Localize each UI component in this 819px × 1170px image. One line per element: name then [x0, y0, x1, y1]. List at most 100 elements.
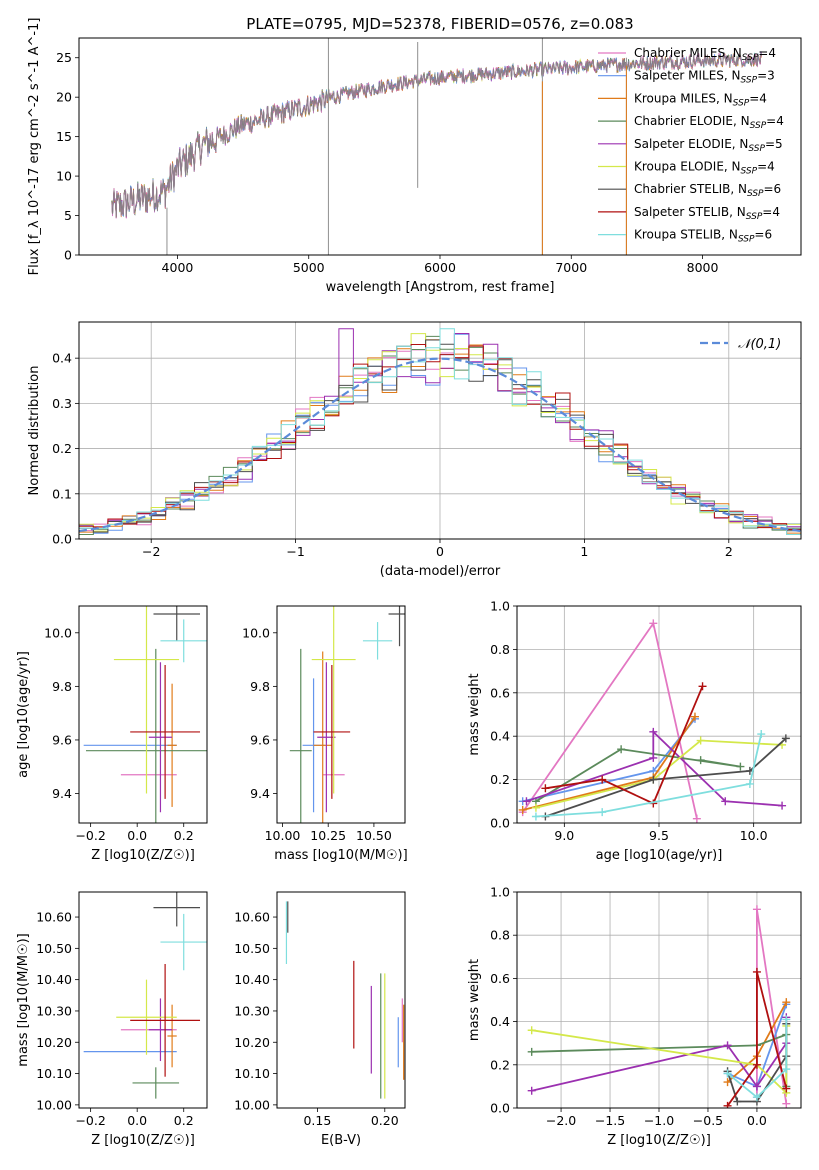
- age_vs_Z-panel: −0.2 0.0 0.2 9.4 9.6 9.8 10.0 Z [log10(Z/Z☉)] ag…: [16, 605, 208, 863]
- weight-line: [545, 737, 787, 818]
- y-tick-label: 0.4: [490, 729, 510, 744]
- x-tick-label: 7000: [555, 260, 587, 275]
- mass_weight_vs_Z-panel: −2.0 −1.5 −1.0 −0.5 0.0 0.0 0.2 0.4 0.6 0.8 1.0 Z […: [467, 885, 802, 1148]
- weight-marker: [598, 808, 607, 817]
- y-tick-label: 1.0: [490, 885, 510, 900]
- y-tick-label: 10.10: [234, 1066, 270, 1081]
- x-tick-label: 6000: [424, 260, 456, 275]
- legend-label: Chabrier ELODIE, NSSP=4: [634, 114, 784, 131]
- weight-marker: [778, 801, 787, 810]
- legend-label: Chabrier MILES, NSSP=4: [634, 46, 776, 63]
- weight-marker: [598, 775, 607, 784]
- y-tick-label: 0.8: [490, 928, 510, 943]
- axes-frame: [78, 605, 208, 824]
- weight-marker: [736, 762, 745, 771]
- y-tick-label: 10.0: [242, 625, 270, 640]
- y-tick-label: 0.2: [490, 1057, 510, 1072]
- weight-marker: [531, 803, 540, 812]
- x-tick-label: −1.5: [595, 1113, 625, 1128]
- y-tick-label: 10.60: [234, 910, 270, 925]
- weight-marker: [649, 619, 658, 628]
- mass_vs_Z-panel: −0.2 0.0 0.2 10.00 10.10 10.20 10.30 10.40 10.50…: [16, 891, 208, 1148]
- legend-label: Kroupa STELIB, NSSP=6: [634, 228, 772, 245]
- residual_hist-panel: −2 −1 0 1 2 0.0 0.1 0.2 0.3 0.4 (data-model)/error…: [27, 321, 802, 579]
- legend-label: Salpeter ELODIE, NSSP=5: [634, 137, 783, 154]
- x-axis-label: Z [log10(Z/Z☉)]: [607, 1133, 711, 1148]
- axes-frame: [78, 891, 208, 1109]
- y-tick-label: 10.20: [234, 1035, 270, 1050]
- x-tick-label: 0.0: [747, 1113, 767, 1128]
- axes-frame: [78, 321, 802, 540]
- y-axis-label: mass weight: [467, 959, 482, 1041]
- weight-line: [545, 685, 704, 805]
- weight-marker: [723, 1041, 732, 1050]
- weight-marker: [752, 967, 761, 976]
- weight-line: [535, 733, 763, 818]
- weight-marker: [522, 797, 531, 806]
- legend-label: Kroupa MILES, NSSP=4: [634, 91, 767, 108]
- x-tick-label: −1: [286, 544, 304, 559]
- y-axis-label: mass [log10(M/M☉)]: [16, 933, 31, 1066]
- x-tick-label: 9.5: [649, 828, 669, 843]
- y-tick-label: 0: [64, 248, 72, 263]
- y-tick-label: 5: [64, 208, 72, 223]
- x-tick-label: −1.0: [644, 1113, 674, 1128]
- x-tick-label: 0.15: [303, 1113, 331, 1128]
- weight-marker: [692, 814, 701, 823]
- histogram-series: [79, 344, 801, 530]
- x-axis-label: Z [log10(Z/Z☉)]: [91, 1133, 195, 1148]
- y-tick-label: 0.0: [52, 532, 72, 547]
- legend-label: Chabrier STELIB, NSSP=6: [634, 182, 781, 199]
- y-tick-label: 9.8: [250, 679, 270, 694]
- x-axis-label: Z [log10(Z/Z☉)]: [91, 848, 195, 863]
- weight-marker: [745, 779, 754, 788]
- y-tick-label: 10.50: [234, 941, 270, 956]
- y-axis-label: mass weight: [467, 673, 482, 755]
- x-tick-label: 0.0: [127, 1113, 147, 1128]
- axes-frame: [516, 891, 802, 1109]
- y-axis-label: Normed distribution: [27, 366, 42, 496]
- plot-area: [289, 606, 405, 823]
- y-tick-label: 9.8: [52, 679, 72, 694]
- x-tick-label: 5000: [293, 260, 325, 275]
- weight-marker: [527, 1047, 536, 1056]
- x-axis-label: wavelength [Angstrom, rest frame]: [326, 280, 555, 295]
- legend-label: 𝒩(0,1): [738, 337, 781, 352]
- weight-marker: [782, 1084, 791, 1093]
- weight-marker: [541, 784, 550, 793]
- x-tick-label: 0.2: [174, 828, 194, 843]
- spectrum-data-line: [111, 52, 762, 218]
- x-axis-label: (data-model)/error: [380, 564, 501, 579]
- y-tick-label: 20: [56, 90, 72, 105]
- normal-curve: [79, 357, 801, 533]
- weight-marker: [531, 812, 540, 821]
- y-tick-label: 10.10: [36, 1066, 72, 1081]
- weight-marker: [690, 712, 699, 721]
- x-tick-label: −0.2: [75, 828, 105, 843]
- x-tick-label: 0.2: [174, 1113, 194, 1128]
- plot-area: [518, 619, 790, 823]
- y-tick-label: 0.1: [52, 486, 72, 501]
- weight-marker: [723, 1101, 732, 1108]
- weight-marker: [782, 1099, 791, 1108]
- y-tick-label: 10: [56, 169, 72, 184]
- x-tick-label: 10.00: [265, 828, 301, 843]
- weight-marker: [649, 753, 658, 762]
- x-tick-label: 8000: [687, 260, 719, 275]
- x-axis-label: mass [log10(M/M☉)]: [274, 848, 407, 863]
- y-axis-label: age [log10(age/yr)]: [16, 651, 31, 778]
- y-tick-label: 0.6: [490, 971, 510, 986]
- y-tick-label: 9.6: [250, 732, 270, 747]
- plot-area: [79, 328, 801, 535]
- age_vs_mass-panel: 10.00 10.25 10.50 9.4 9.6 9.8 10.0 mass [log10(…: [242, 605, 408, 863]
- histogram-series: [79, 333, 801, 532]
- weight-marker: [752, 1060, 761, 1069]
- weight-marker: [518, 805, 527, 814]
- axes-frame: [276, 605, 406, 824]
- y-tick-label: 1.0: [490, 599, 510, 614]
- axes-frame: [78, 37, 802, 256]
- plot-area: [527, 905, 791, 1108]
- y-tick-label: 10.40: [234, 972, 270, 987]
- weight-marker: [752, 1082, 761, 1091]
